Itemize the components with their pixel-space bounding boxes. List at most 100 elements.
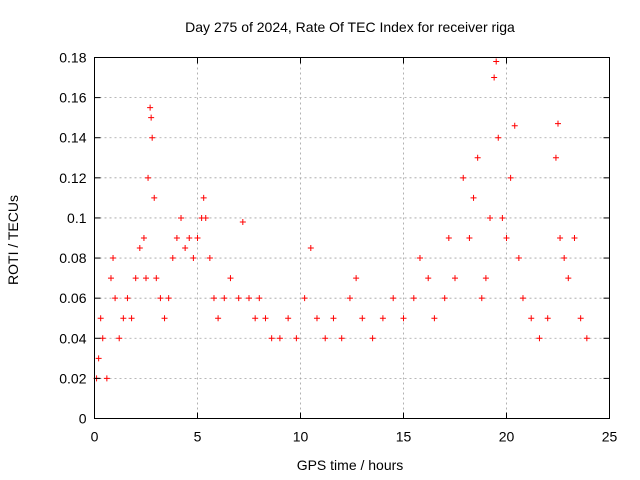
- data-point: [239, 218, 246, 225]
- data-point: [235, 295, 242, 302]
- x-tick-label: 20: [499, 429, 515, 445]
- y-tick-label: 0.02: [59, 370, 86, 386]
- y-axis-label: ROTI / TECUs: [5, 195, 21, 285]
- data-point: [210, 295, 217, 302]
- y-tick-label: 0.12: [59, 170, 86, 186]
- data-point: [227, 275, 234, 282]
- data-point: [544, 315, 551, 322]
- data-point: [112, 295, 119, 302]
- data-point: [561, 255, 568, 262]
- data-point: [153, 275, 160, 282]
- data-point: [169, 255, 176, 262]
- data-point: [120, 315, 127, 322]
- chart-title: Day 275 of 2024, Rate Of TEC Index for r…: [185, 19, 515, 35]
- data-point: [293, 335, 300, 342]
- data-point: [571, 235, 578, 241]
- data-point: [140, 235, 147, 241]
- data-point: [400, 315, 407, 322]
- data-point: [410, 295, 417, 302]
- axis-ticks: 0 5 10 15 20 25 0 0.02 0.04 0.06 0.08 0.1 0.12 0.14 0.…: [59, 50, 617, 445]
- data-point: [470, 194, 477, 201]
- data-point: [445, 235, 452, 241]
- data-point: [493, 58, 500, 65]
- data-point: [511, 122, 518, 129]
- y-tick-label: 0: [79, 411, 87, 427]
- data-point: [301, 295, 308, 302]
- y-tick-label: 0.18: [59, 50, 86, 66]
- data-point: [330, 315, 337, 322]
- data-point: [369, 335, 376, 342]
- data-point: [482, 275, 489, 282]
- data-point: [194, 235, 201, 241]
- data-point: [151, 194, 158, 201]
- data-point: [507, 174, 514, 181]
- x-tick-label: 15: [396, 429, 412, 445]
- data-point: [441, 295, 448, 302]
- data-point: [285, 315, 292, 322]
- data-point: [536, 335, 543, 342]
- data-point: [202, 214, 209, 221]
- data-point: [124, 295, 131, 302]
- data-point: [491, 74, 498, 81]
- x-tick-label: 25: [602, 429, 618, 445]
- data-point: [147, 104, 154, 111]
- grid: [94, 57, 610, 419]
- data-point: [145, 174, 152, 181]
- data-point: [97, 315, 104, 322]
- data-point: [528, 315, 535, 322]
- data-point: [499, 214, 506, 221]
- data-point: [503, 235, 510, 241]
- data-point: [157, 295, 164, 302]
- data-point: [143, 275, 149, 282]
- data-point: [583, 335, 590, 342]
- data-point: [313, 315, 320, 322]
- data-point: [149, 134, 156, 141]
- data-point: [359, 315, 366, 322]
- data-point: [276, 335, 283, 342]
- data-point: [110, 255, 117, 262]
- data-point: [165, 295, 172, 302]
- data-point: [431, 315, 438, 322]
- data-point: [178, 214, 185, 221]
- data-point: [416, 255, 423, 262]
- data-point: [487, 214, 494, 221]
- data-point: [519, 295, 526, 302]
- data-point: [161, 315, 168, 322]
- data-point: [246, 295, 252, 302]
- data-point: [474, 154, 481, 161]
- data-point: [495, 134, 502, 141]
- y-tick-label: 0.14: [59, 130, 86, 146]
- data-point: [552, 154, 559, 161]
- data-point: [132, 275, 139, 282]
- data-points: [93, 58, 590, 382]
- data-point: [103, 375, 110, 382]
- data-point: [262, 315, 269, 322]
- y-tick-label: 0.16: [59, 90, 86, 106]
- data-point: [452, 275, 458, 282]
- data-point: [173, 235, 180, 241]
- data-point: [221, 295, 228, 302]
- data-point: [128, 315, 135, 322]
- data-point: [565, 275, 572, 282]
- data-point: [390, 295, 397, 302]
- data-point: [466, 235, 473, 241]
- data-point: [99, 335, 106, 342]
- y-tick-label: 0.08: [59, 250, 86, 266]
- data-point: [557, 235, 564, 241]
- data-point: [190, 255, 197, 262]
- data-point: [256, 295, 263, 302]
- data-point: [107, 275, 114, 282]
- data-point: [200, 194, 207, 201]
- data-point: [379, 315, 386, 322]
- data-point: [307, 245, 314, 252]
- data-point: [252, 315, 259, 322]
- data-point: [268, 335, 275, 342]
- y-tick-label: 0.1: [67, 210, 87, 226]
- data-point: [136, 245, 143, 252]
- x-tick-label: 5: [194, 429, 202, 445]
- data-point: [515, 255, 522, 262]
- data-point: [478, 295, 485, 302]
- x-axis-label: GPS time / hours: [297, 457, 404, 473]
- data-point: [215, 315, 222, 322]
